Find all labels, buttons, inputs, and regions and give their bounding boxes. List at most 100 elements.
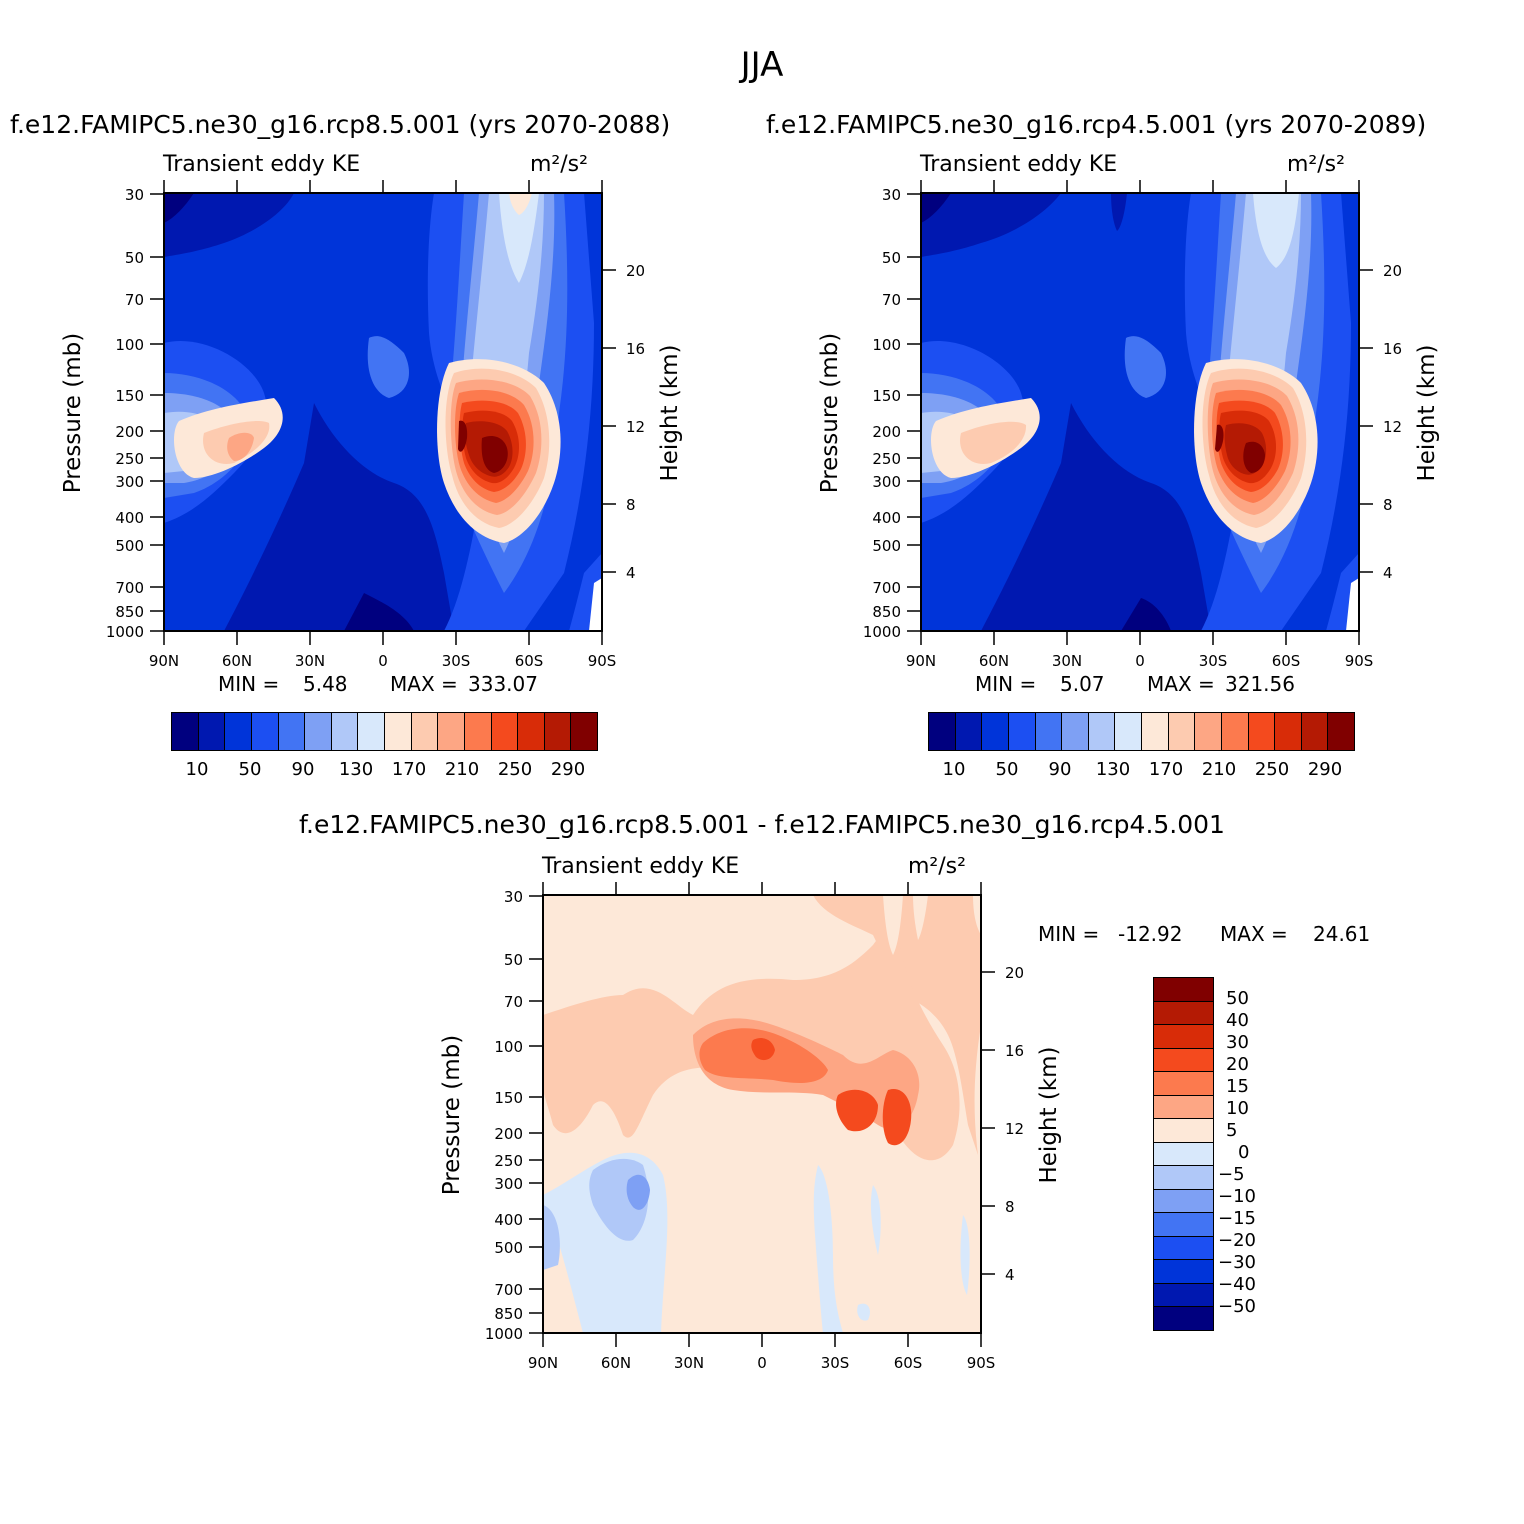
colorbar-swatch <box>490 713 518 750</box>
pressure-tick: 100 <box>872 336 901 354</box>
pressure-tick: 70 <box>503 993 523 1011</box>
height-tick: 20 <box>626 262 646 280</box>
colorbar-swatch <box>1220 713 1248 750</box>
colorbar-label: 90 <box>291 759 315 780</box>
pressure-tick: 1000 <box>105 623 144 641</box>
colorbar-swatch <box>410 713 438 750</box>
lat-tick: 30S <box>441 652 471 670</box>
diff-units: m²/s² <box>908 854 966 879</box>
panel-b-field-label: Transient eddy KE <box>920 152 1118 177</box>
colorbar-label: −20 <box>1218 1230 1256 1251</box>
pressure-tick: 850 <box>494 1305 523 1323</box>
pressure-tick: 150 <box>494 1089 523 1107</box>
colorbar-swatch <box>1154 1024 1213 1048</box>
colorbar-swatch <box>1154 1165 1213 1189</box>
colorbar-swatch <box>1154 978 1213 1001</box>
pressure-tick: 700 <box>115 579 144 597</box>
colorbar-swatch <box>1034 713 1062 750</box>
diff-colorbar <box>1153 977 1214 1331</box>
height-tick: 12 <box>626 418 646 436</box>
colorbar-swatch <box>1007 713 1035 750</box>
colorbar-swatch <box>463 713 491 750</box>
diff-field-label: Transient eddy KE <box>542 854 740 879</box>
pressure-tick: 50 <box>503 951 523 969</box>
main-title: JJA <box>740 45 784 85</box>
lat-tick: 90N <box>527 1354 559 1372</box>
panel-b-units: m²/s² <box>1287 152 1345 177</box>
panel-a-axes <box>150 180 616 645</box>
lat-tick: 0 <box>378 652 388 670</box>
colorbar-label: −5 <box>1218 1164 1245 1185</box>
colorbar-swatch <box>1154 1141 1213 1166</box>
colorbar-swatch <box>1154 1212 1213 1236</box>
colorbar-swatch <box>517 713 544 750</box>
panel-b-min-value: 5.07 <box>1060 672 1105 696</box>
diff-contour <box>543 895 981 1333</box>
lat-tick: 60S <box>893 1354 923 1372</box>
diff-title: f.e12.FAMIPC5.ne30_g16.rcp8.5.001 - f.e1… <box>299 810 1225 839</box>
panel-b-min-label: MIN = <box>975 672 1037 696</box>
pressure-tick: 30 <box>881 186 901 204</box>
pressure-tick: 850 <box>115 603 144 621</box>
height-tick: 16 <box>626 340 646 358</box>
pressure-tick: 500 <box>115 537 144 555</box>
diff-axes <box>529 882 995 1347</box>
colorbar-label: 5 <box>1226 1120 1238 1141</box>
colorbar-label: 50 <box>1226 988 1249 1009</box>
pressure-tick: 100 <box>494 1038 523 1056</box>
pressure-tick: 850 <box>872 603 901 621</box>
lat-tick: 60S <box>1271 652 1301 670</box>
colorbar-label: −10 <box>1218 1186 1256 1207</box>
colorbar-swatch <box>1154 1306 1213 1330</box>
panel-a-title: f.e12.FAMIPC5.ne30_g16.rcp8.5.001 (yrs 2… <box>10 110 671 139</box>
colorbar-label: 170 <box>1148 759 1184 780</box>
lat-tick: 60S <box>514 652 544 670</box>
colorbar-swatch <box>1154 1235 1213 1260</box>
colorbar-label: 290 <box>1307 759 1343 780</box>
diff-max-value: 24.61 <box>1313 922 1371 946</box>
lat-tick: 90S <box>966 1354 996 1372</box>
pressure-tick: 300 <box>494 1175 523 1193</box>
lat-tick: 30N <box>673 1354 705 1372</box>
pressure-tick: 100 <box>115 336 144 354</box>
colorbar-label: 130 <box>1095 759 1131 780</box>
pressure-tick: 300 <box>872 473 901 491</box>
lat-tick: 30N <box>294 652 326 670</box>
diff-plot <box>543 895 981 1333</box>
lat-tick: 0 <box>757 1354 767 1372</box>
lat-tick: 60N <box>978 652 1010 670</box>
panel-a-max-label: MAX = <box>390 672 458 696</box>
panel-b-contour <box>921 193 1359 631</box>
panel-a-field-label: Transient eddy KE <box>163 152 361 177</box>
pressure-tick: 70 <box>124 291 144 309</box>
colorbar-swatch <box>277 713 305 750</box>
panel-b-max-value: 321.56 <box>1225 672 1295 696</box>
panel-b-plot <box>921 193 1359 631</box>
lat-tick: 60N <box>600 1354 632 1372</box>
colorbar-swatch <box>330 713 358 750</box>
colorbar-label: 30 <box>1226 1032 1249 1053</box>
pressure-tick: 400 <box>115 509 144 527</box>
height-tick: 12 <box>1383 418 1403 436</box>
height-tick: 12 <box>1005 1120 1025 1138</box>
colorbar-swatch <box>1141 713 1168 750</box>
pressure-tick: 700 <box>872 579 901 597</box>
panel-a-min-value: 5.48 <box>303 672 348 696</box>
height-tick: 4 <box>1005 1266 1015 1284</box>
height-tick: 4 <box>1383 564 1393 582</box>
colorbar-swatch <box>304 713 331 750</box>
colorbar-label: −50 <box>1218 1296 1256 1317</box>
colorbar-swatch <box>1061 713 1088 750</box>
panel-b-title: f.e12.FAMIPC5.ne30_g16.rcp4.5.001 (yrs 2… <box>766 110 1427 139</box>
ylabel-height: Height (km) <box>1036 1046 1062 1184</box>
colorbar-label: 90 <box>1048 759 1072 780</box>
colorbar-swatch <box>357 713 384 750</box>
pressure-tick: 30 <box>503 888 523 906</box>
pressure-tick: 250 <box>115 450 144 468</box>
colorbar-label: −15 <box>1218 1208 1256 1229</box>
height-tick: 4 <box>626 564 636 582</box>
colorbar-swatch <box>1194 713 1221 750</box>
colorbar-swatch <box>1154 1118 1213 1142</box>
pressure-tick: 250 <box>872 450 901 468</box>
colorbar-swatch <box>929 713 955 750</box>
